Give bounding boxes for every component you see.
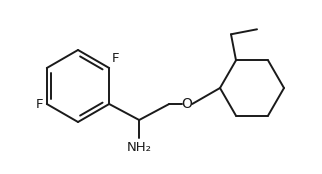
Text: NH₂: NH₂ bbox=[127, 141, 152, 154]
Text: O: O bbox=[182, 97, 193, 111]
Text: F: F bbox=[35, 97, 43, 110]
Text: F: F bbox=[112, 52, 120, 65]
